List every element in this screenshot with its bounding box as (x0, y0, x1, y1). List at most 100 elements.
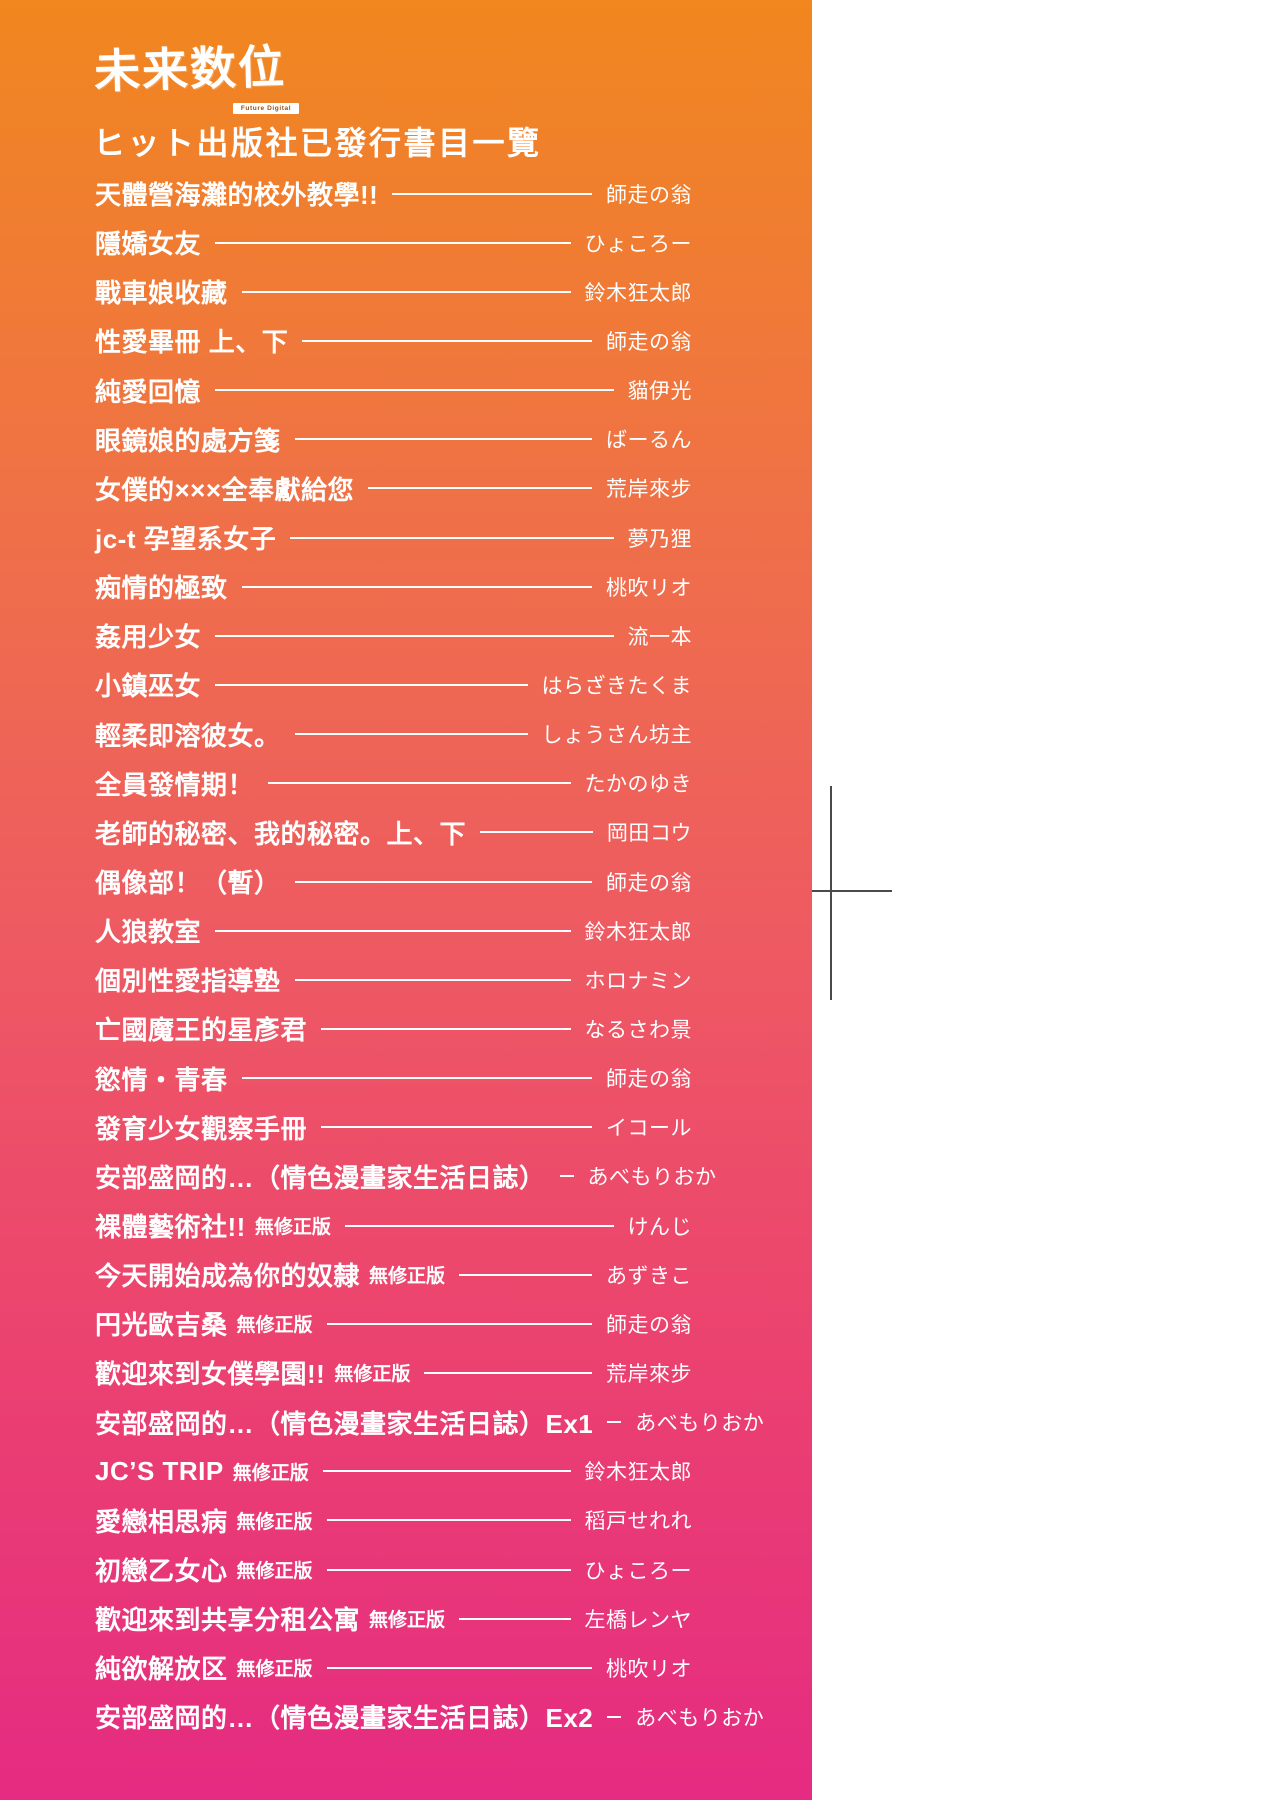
leader-line (268, 782, 571, 785)
book-author: 師走の翁 (606, 183, 692, 207)
leader-line (607, 1421, 622, 1424)
book-author: 師走の翁 (606, 1068, 692, 1092)
book-row: 姦用少女 流一本 (95, 611, 692, 660)
book-author: イコール (606, 1117, 692, 1141)
book-title: 性愛畢冊 上、下 (95, 327, 289, 358)
book-row: 円光歐吉桑 無修正版 師走の翁 (95, 1299, 692, 1348)
book-author: なるさわ景 (584, 1018, 692, 1042)
book-title: 戰車娘收藏 (95, 278, 228, 309)
book-row: 安部盛岡的…（情色漫畫家生活日誌）Ex2 あべもりおか (95, 1692, 764, 1741)
book-row: 發育少女觀察手冊 イコール (95, 1103, 692, 1152)
uncensored-badge: 無修正版 (236, 1659, 313, 1681)
book-author: 鈴木狂太郎 (584, 920, 692, 944)
leader-line (215, 241, 571, 244)
book-title: 歡迎來到女僕學園!! (95, 1359, 326, 1390)
book-author: 師走の翁 (606, 1313, 692, 1337)
book-row: 痴情的極致 桃吹リオ (95, 562, 692, 611)
book-title: 眼鏡娘的處方箋 (95, 425, 281, 456)
uncensored-badge: 無修正版 (369, 1266, 446, 1288)
book-title: JC’S TRIP (95, 1455, 224, 1486)
book-title: 純欲解放区 (95, 1654, 228, 1685)
leader-line (321, 1027, 571, 1030)
book-title: 女僕的×××全奉獻給您 (95, 474, 355, 505)
book-title: 輕柔即溶彼女。 (95, 720, 281, 751)
uncensored-badge: 無修正版 (334, 1364, 411, 1386)
book-row: JC’S TRIP 無修正版 鈴木狂太郎 (95, 1447, 692, 1496)
book-title: 個別性愛指導塾 (95, 966, 281, 997)
leader-line (215, 683, 528, 686)
book-row: 個別性愛指導塾 ホロナミン (95, 955, 692, 1004)
book-title: 老師的秘密、我的秘密。上、下 (95, 818, 467, 849)
uncensored-badge: 無修正版 (232, 1462, 309, 1484)
leader-line (459, 1617, 571, 1620)
leader-line (294, 978, 571, 981)
book-author: けんじ (627, 1215, 692, 1239)
book-author: はらざきたくま (541, 674, 692, 698)
book-row: 隱嬌女友 ひょころー (95, 218, 692, 267)
leader-line (459, 1273, 592, 1276)
book-row: 初戀乙女心 無修正版 ひょころー (95, 1545, 692, 1594)
book-title: jc-t 孕望系女子 (95, 524, 277, 555)
book-row: 歡迎來到女僕學園!! 無修正版 荒岸來步 (95, 1348, 692, 1397)
book-title: 愛戀相思病 (95, 1506, 228, 1537)
book-author: 稻戸せれれ (584, 1510, 692, 1534)
leader-line (294, 880, 592, 883)
book-row: 安部盛岡的…（情色漫畫家生活日誌） あべもりおか (95, 1152, 716, 1201)
leader-line (294, 733, 528, 736)
uncensored-badge: 無修正版 (236, 1511, 313, 1533)
page-title: ヒット出版社已發行書目一覽 (93, 125, 542, 161)
leader-line (215, 634, 614, 637)
book-row: 性愛畢冊 上、下 師走の翁 (95, 316, 692, 365)
book-row: 純愛回憶 貓伊光 (95, 366, 692, 415)
book-author: 桃吹リオ (606, 576, 692, 600)
book-title: 亡國魔王的星彥君 (95, 1015, 308, 1046)
book-author: あべもりおか (635, 1412, 765, 1436)
book-row: 純欲解放区 無修正版 桃吹リオ (95, 1643, 692, 1692)
leader-line (215, 389, 614, 392)
book-row: 愛戀相思病 無修正版 稻戸せれれ (95, 1496, 692, 1545)
book-row: 裸體藝術社!! 無修正版 けんじ (95, 1201, 692, 1250)
publisher-logo: 未来数位 (93, 40, 287, 98)
book-title: 隱嬌女友 (95, 229, 202, 260)
book-title: 裸體藝術社!! (95, 1212, 246, 1243)
book-author: ひょころー (584, 232, 692, 256)
crop-mark-vertical (830, 786, 832, 1000)
book-author: たかのゆき (584, 773, 692, 797)
book-author: 桃吹リオ (606, 1657, 692, 1681)
book-title: 人狼教室 (95, 917, 202, 948)
book-row: 戰車娘收藏 鈴木狂太郎 (95, 267, 692, 316)
leader-line (326, 1322, 592, 1325)
uncensored-badge: 無修正版 (369, 1610, 446, 1632)
book-title: 歡迎來到共享分租公寓 (95, 1605, 361, 1636)
book-author: 貓伊光 (627, 380, 692, 404)
leader-line (322, 1470, 571, 1473)
book-row: 老師的秘密、我的秘密。上、下 岡田コウ (95, 808, 692, 857)
crop-mark-horizontal (812, 890, 892, 892)
uncensored-badge: 無修正版 (236, 1561, 313, 1582)
book-title: 全員發情期！ (95, 769, 255, 800)
leader-line (424, 1371, 592, 1374)
book-row: 輕柔即溶彼女。 しょうさん坊主 (95, 710, 692, 759)
book-author: ひょころー (584, 1559, 692, 1583)
book-row: 偶像部！（暫） 師走の翁 (95, 857, 692, 906)
book-author: 流一本 (627, 625, 692, 649)
book-row: 天體營海灘的校外教學!! 師走の翁 (95, 169, 692, 218)
book-row: 女僕的×××全奉獻給您 荒岸來步 (95, 464, 692, 513)
leader-line (344, 1224, 614, 1227)
book-title: 今天開始成為你的奴隸 (95, 1261, 361, 1292)
book-row: 安部盛岡的…（情色漫畫家生活日誌）Ex1 あべもりおか (95, 1398, 764, 1447)
book-row: 眼鏡娘的處方箋 ばーるん (95, 415, 692, 464)
leader-line (326, 1666, 592, 1669)
book-title: 小鎮巫女 (95, 671, 202, 702)
book-author: しょうさん坊主 (541, 724, 692, 748)
book-title: 偶像部！（暫） (95, 868, 281, 899)
book-author: 岡田コウ (606, 822, 692, 846)
book-row: 歡迎來到共享分租公寓 無修正版 左橋レンヤ (95, 1594, 692, 1643)
uncensored-badge: 無修正版 (236, 1315, 313, 1337)
book-author: 鈴木狂太郎 (584, 281, 692, 305)
book-author: 師走の翁 (606, 871, 692, 895)
book-title: 円光歐吉桑 (95, 1310, 228, 1341)
book-author: 鈴木狂太郎 (584, 1461, 692, 1485)
leader-line (368, 487, 592, 490)
